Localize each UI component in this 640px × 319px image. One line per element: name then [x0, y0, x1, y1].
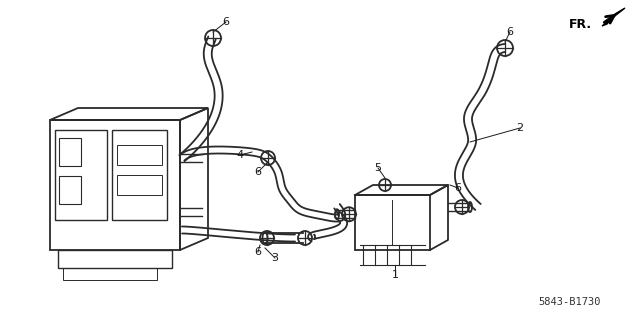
Bar [59, 176, 81, 204]
Text: 6: 6 [223, 17, 230, 27]
Text: 6: 6 [506, 27, 513, 37]
Bar [112, 130, 167, 220]
Bar [59, 138, 81, 166]
Text: 6: 6 [255, 247, 262, 257]
Text: 6: 6 [255, 167, 262, 177]
Text: FR.: FR. [569, 18, 592, 31]
Bar [117, 175, 162, 195]
Text: 2: 2 [516, 123, 524, 133]
Bar [63, 268, 157, 280]
Bar [355, 195, 430, 250]
Polygon shape [602, 8, 625, 26]
Bar [58, 250, 172, 268]
Text: 1: 1 [392, 270, 399, 280]
Bar [55, 130, 107, 220]
Text: 3: 3 [271, 253, 278, 263]
Text: 4: 4 [236, 150, 244, 160]
Bar [117, 145, 162, 165]
Text: 6: 6 [454, 183, 461, 193]
Text: 5: 5 [374, 163, 381, 173]
Text: 5843-B1730: 5843-B1730 [539, 297, 601, 307]
